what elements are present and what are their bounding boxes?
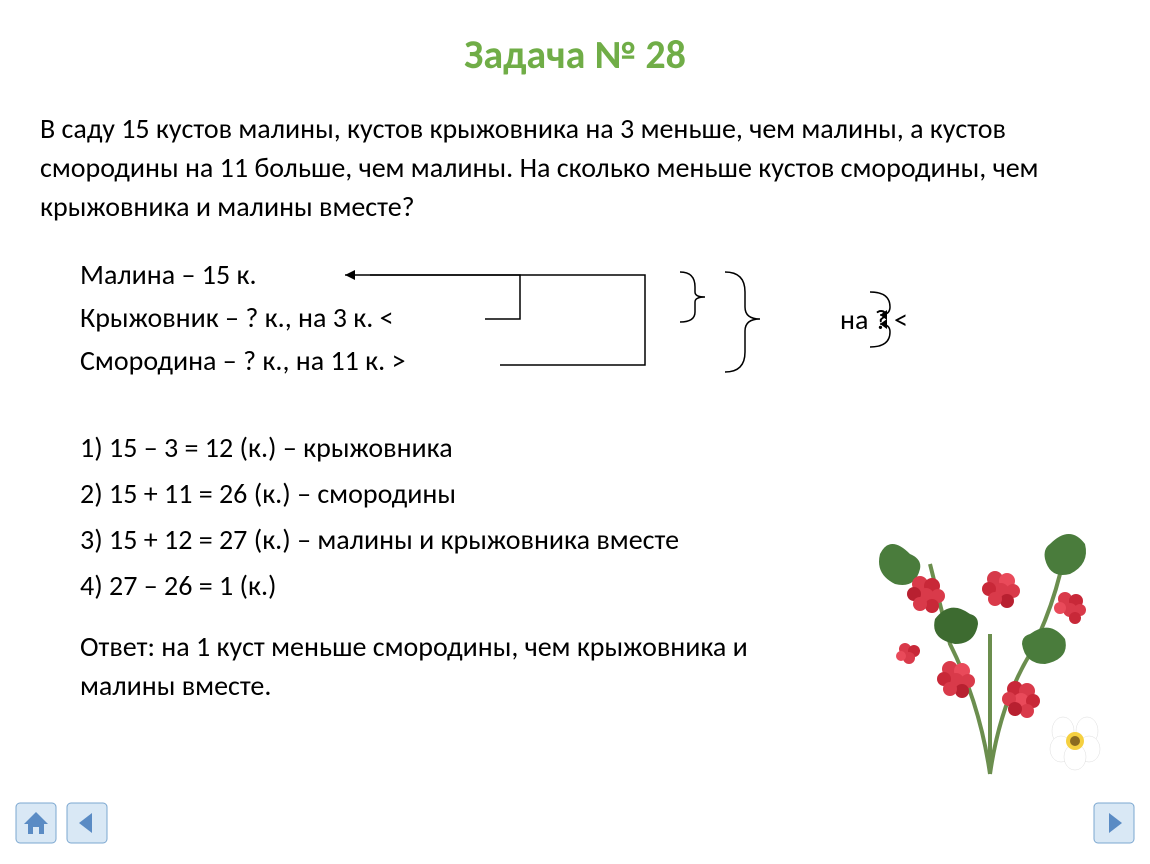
given-data-section: Малина – 15 к. Крыжовник – ? к., на 3 к.… xyxy=(80,257,1110,397)
flower-icon xyxy=(1050,717,1100,770)
prev-button[interactable] xyxy=(66,802,108,844)
given-line-2: Крыжовник – ? к., на 3 к. < xyxy=(80,300,1110,335)
problem-statement: В саду 15 кустов малины, кустов крыжовни… xyxy=(40,109,1110,227)
solution-step-1: 1) 15 – 3 = 12 (к.) – крыжовника xyxy=(80,427,1110,469)
slide-title: Задача № 28 xyxy=(40,30,1110,79)
given-line-1: Малина – 15 к. xyxy=(80,257,1110,292)
raspberry-illustration xyxy=(850,504,1130,784)
next-button[interactable] xyxy=(1093,802,1135,844)
answer-text: Ответ: на 1 куст меньше смородины, чем к… xyxy=(80,627,780,705)
given-line-3: Смородина – ? к., на 11 к. > xyxy=(80,343,1110,378)
home-button[interactable] xyxy=(15,802,57,844)
comparison-question: на ? < xyxy=(840,302,908,337)
